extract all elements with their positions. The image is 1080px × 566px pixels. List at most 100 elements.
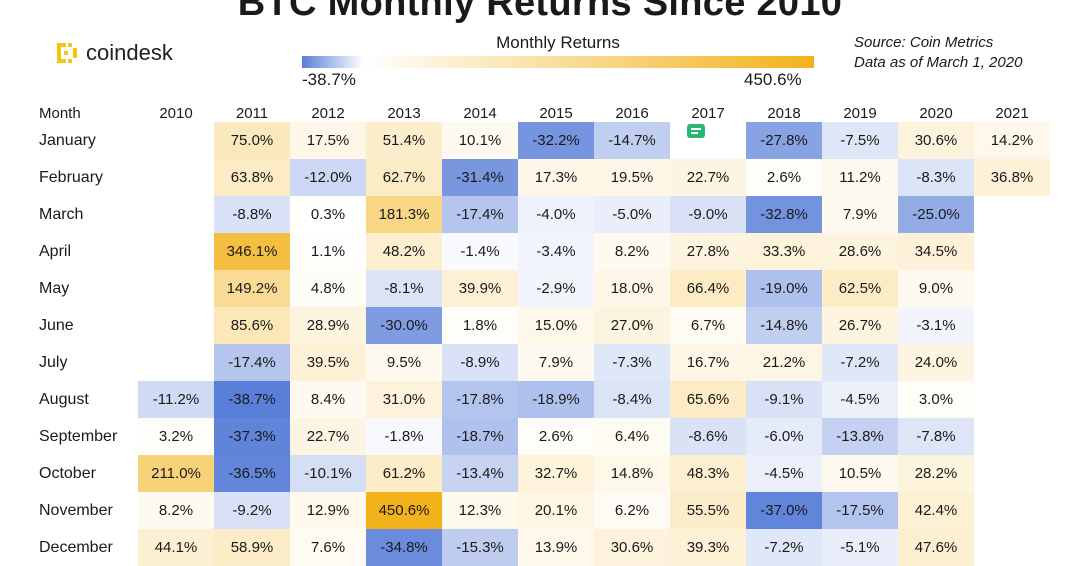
row-label-may: May (39, 280, 70, 297)
heatmap-cell: -30.0% (366, 307, 442, 344)
heatmap-cell: -7.3% (594, 344, 670, 381)
heatmap-cell: -3.4% (518, 233, 594, 270)
heatmap-cell: -4.0% (518, 196, 594, 233)
heatmap-cell: -9.0% (670, 196, 746, 233)
heatmap-cell: 58.9% (214, 529, 290, 566)
heatmap-cell: 32.7% (518, 455, 594, 492)
heatmap-cell: 11.2% (822, 159, 898, 196)
heatmap-cell: 181.3% (366, 196, 442, 233)
heatmap-cell: 21.2% (746, 344, 822, 381)
column-header-2021: 2021 (995, 105, 1029, 122)
heatmap-cell: -32.8% (746, 196, 822, 233)
heatmap-cell: -32.2% (518, 122, 594, 159)
heatmap-cell: -7.2% (746, 529, 822, 566)
heatmap-cell: 63.8% (214, 159, 290, 196)
heatmap-cell: -6.0% (746, 418, 822, 455)
row-label-july: July (39, 354, 68, 371)
chat-overlay[interactable] (684, 118, 708, 144)
heatmap-cell: -11.2% (138, 381, 214, 418)
heatmap-cell: 39.5% (290, 344, 366, 381)
heatmap-cell: 22.7% (670, 159, 746, 196)
heatmap-cell: -17.4% (214, 344, 290, 381)
heatmap-cell: -31.4% (442, 159, 518, 196)
heatmap-cell: -19.0% (746, 270, 822, 307)
heatmap-cell: 44.1% (138, 529, 214, 566)
heatmap-cell: 10.5% (822, 455, 898, 492)
heatmap-cell: 8.4% (290, 381, 366, 418)
heatmap-cell: 27.0% (594, 307, 670, 344)
column-header-2017: 2017 (691, 105, 725, 122)
heatmap-cell: -17.5% (822, 492, 898, 529)
heatmap-cell: 62.7% (366, 159, 442, 196)
heatmap-cell: -5.0% (594, 196, 670, 233)
legend-max-label: 450.6% (744, 70, 802, 89)
heatmap-cell: 0.3% (290, 196, 366, 233)
heatmap-cell: 39.9% (442, 270, 518, 307)
heatmap-cell: 19.5% (594, 159, 670, 196)
heatmap-cell: 14.8% (594, 455, 670, 492)
heatmap-cell: 34.5% (898, 233, 974, 270)
heatmap-cell: -13.8% (822, 418, 898, 455)
row-label-april: April (39, 243, 72, 260)
heatmap-cell: 26.7% (822, 307, 898, 344)
heatmap-cell: -8.8% (214, 196, 290, 233)
heatmap-cell: 12.9% (290, 492, 366, 529)
data-date-line: Data as of March 1, 2020 (854, 54, 1023, 71)
heatmap-cell: 17.5% (290, 122, 366, 159)
heatmap-cell: 7.9% (518, 344, 594, 381)
heatmap-cell: 42.4% (898, 492, 974, 529)
column-header-2018: 2018 (767, 105, 801, 122)
heatmap-cell: -7.5% (822, 122, 898, 159)
heatmap-cell: 65.6% (670, 381, 746, 418)
heatmap-cell: -8.9% (442, 344, 518, 381)
heatmap-cell: 15.0% (518, 307, 594, 344)
heatmap-cell: 30.6% (898, 122, 974, 159)
heatmap-cell: -17.4% (442, 196, 518, 233)
heatmap-cell: 9.0% (898, 270, 974, 307)
heatmap-cell: -7.8% (898, 418, 974, 455)
heatmap-cell: -8.3% (898, 159, 974, 196)
heatmap-cell: 61.2% (366, 455, 442, 492)
heatmap-cell: 13.9% (518, 529, 594, 566)
row-label-june: June (39, 317, 74, 334)
heatmap-cell: -9.2% (214, 492, 290, 529)
heatmap-cell: 28.2% (898, 455, 974, 492)
heatmap-cell: 24.0% (898, 344, 974, 381)
heatmap-cell: -37.3% (214, 418, 290, 455)
column-header-2016: 2016 (615, 105, 649, 122)
heatmap-cell: -14.8% (746, 307, 822, 344)
heatmap-cell: -1.4% (442, 233, 518, 270)
heatmap-cell: 66.4% (670, 270, 746, 307)
heatmap-cell: 4.8% (290, 270, 366, 307)
logo-text: coindesk (86, 40, 173, 65)
heatmap-cell: -17.8% (442, 381, 518, 418)
heatmap-cell: 8.2% (138, 492, 214, 529)
heatmap-cell: 28.9% (290, 307, 366, 344)
heatmap-cell: 31.0% (366, 381, 442, 418)
heatmap-cell: 149.2% (214, 270, 290, 307)
heatmap-cell: 346.1% (214, 233, 290, 270)
heatmap-cell: 20.1% (518, 492, 594, 529)
source-line: Source: Coin Metrics (854, 34, 994, 51)
heatmap-cell: 27.8% (670, 233, 746, 270)
heatmap-cell: -8.6% (670, 418, 746, 455)
heatmap-cell: 36.8% (974, 159, 1050, 196)
heatmap-cell: 10.1% (442, 122, 518, 159)
source-note: Source: Coin Metrics Data as of March 1,… (854, 33, 1022, 73)
heatmap-cell: 39.3% (670, 529, 746, 566)
column-header-2012: 2012 (311, 105, 345, 122)
heatmap-cell: -4.5% (822, 381, 898, 418)
heatmap-cell: -18.9% (518, 381, 594, 418)
heatmap-cell: 3.2% (138, 418, 214, 455)
heatmap-cell: 62.5% (822, 270, 898, 307)
heatmap-cell: -8.1% (366, 270, 442, 307)
row-label-november: November (39, 502, 113, 519)
row-label-march: March (39, 206, 84, 223)
heatmap-cell: -3.1% (898, 307, 974, 344)
heatmap-cell: 18.0% (594, 270, 670, 307)
legend-title: Monthly Returns (496, 33, 620, 52)
heatmap-cell: -37.0% (746, 492, 822, 529)
heatmap-cell: 3.0% (898, 381, 974, 418)
heatmap-cell: 17.3% (518, 159, 594, 196)
row-label-january: January (39, 132, 96, 149)
